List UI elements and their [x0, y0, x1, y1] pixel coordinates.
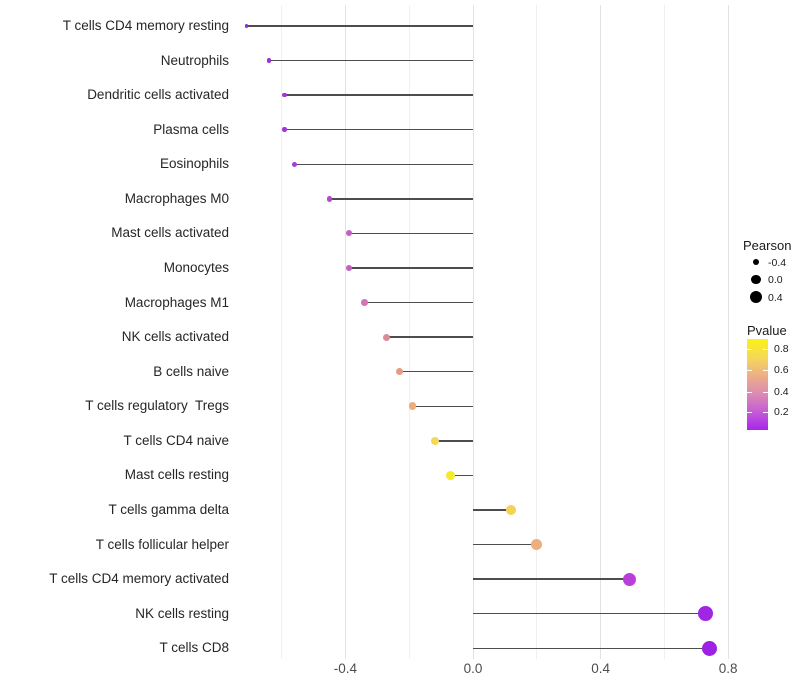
legend-size-dot [752, 258, 760, 266]
legend-size-dot [751, 274, 761, 285]
colorbar-tick-label: 0.8 [774, 343, 789, 355]
y-axis-label: NK cells activated [121, 329, 229, 345]
lollipop-dot [531, 539, 543, 550]
gridline-major--0.4 [344, 5, 346, 659]
legend-size-label: -0.4 [768, 256, 787, 269]
lollipop-dot [266, 58, 271, 63]
lollipop-dot [446, 471, 455, 480]
lollipop-dot [361, 299, 368, 306]
lollipop-dot [698, 606, 714, 622]
lollipop-dot [282, 92, 288, 98]
colorbar-tick-label: 0.4 [774, 385, 789, 398]
lollipop-dot [506, 504, 517, 516]
legend-size-label: 0.4 [768, 291, 783, 304]
y-axis-label: T cells gamma delta [108, 501, 229, 517]
y-axis-label: Macrophages M0 [124, 190, 229, 206]
lollipop-dot [622, 572, 636, 586]
lollipop-dot [430, 436, 439, 445]
legend-size-label: 0.0 [768, 274, 783, 286]
lollipop-stick [284, 94, 473, 96]
colorbar-tick-mark [763, 411, 768, 413]
gridline-minor-0.6 [663, 5, 665, 659]
lollipop-dot [701, 640, 717, 656]
y-axis-label: Macrophages M1 [124, 294, 229, 310]
lollipop-stick [412, 405, 473, 407]
gridline-major-0 [472, 5, 474, 659]
lollipop-dot [383, 333, 391, 341]
y-axis-label: Monocytes [163, 259, 229, 275]
gridline-major-0.4 [600, 5, 602, 659]
x-tick-label: 0.4 [591, 661, 610, 676]
legend-pvalue-title: Pvalue [747, 323, 787, 338]
gridline-minor--0.2 [408, 5, 410, 659]
lollipop-stick [329, 198, 473, 200]
y-axis-label: T cells CD4 memory activated [49, 571, 229, 587]
x-tick-label: 0.8 [718, 661, 738, 676]
lollipop-stick [348, 232, 473, 235]
lollipop-dot [395, 367, 404, 376]
lollipop-dot [345, 230, 352, 237]
x-tick-label: -0.4 [333, 661, 358, 676]
colorbar-tick-label: 0.6 [774, 364, 789, 377]
y-axis-label: T cells CD8 [159, 640, 229, 656]
colorbar-tick-mark [747, 349, 752, 350]
gridline-minor--0.6 [281, 5, 283, 659]
lollipop-dot [408, 402, 417, 411]
lollipop-stick [348, 267, 473, 269]
lollipop-stick [473, 509, 512, 511]
lollipop-stick [399, 371, 473, 373]
lollipop-stick [473, 647, 710, 649]
colorbar-tick-mark [747, 370, 752, 372]
y-axis-label: Mast cells activated [111, 225, 229, 241]
lollipop-dot [291, 161, 297, 167]
lollipop-dot [244, 24, 249, 28]
lollipop-stick [294, 163, 473, 165]
colorbar-tick-mark [763, 391, 768, 393]
lollipop-dot [282, 127, 288, 132]
y-axis-label: Eosinophils [159, 156, 229, 172]
y-axis-label: Plasma cells [153, 121, 229, 137]
legend-size-dot [749, 290, 763, 304]
lollipop-stick [268, 59, 473, 62]
legend-pearson-title: Pearson [743, 238, 792, 253]
colorbar-tick-mark [763, 349, 768, 350]
y-axis-label: T cells CD4 naive [123, 432, 229, 448]
lollipop-stick [284, 129, 473, 131]
lollipop-dot [345, 264, 352, 272]
y-axis-label: T cells regulatory Tregs [85, 398, 229, 414]
y-axis-label: T cells CD4 memory resting [62, 18, 229, 33]
y-axis-label: T cells follicular helper [95, 536, 229, 552]
x-tick-label: 0.0 [463, 661, 483, 676]
y-axis-label: NK cells resting [135, 605, 229, 621]
colorbar-tick-mark [763, 370, 768, 372]
colorbar-tick-label: 0.2 [774, 405, 789, 418]
y-axis-label: Neutrophils [160, 52, 229, 68]
y-axis-label: Dendritic cells activated [87, 87, 229, 103]
lollipop-stick [364, 301, 473, 304]
lollipop-dot [326, 196, 333, 202]
lollipop-stick [473, 543, 537, 546]
lollipop-stick [450, 474, 473, 477]
lollipop-stick [473, 612, 706, 615]
lollipop-stick [473, 578, 630, 580]
colorbar-tick-mark [747, 411, 752, 413]
colorbar-tick-mark [747, 391, 752, 393]
lollipop-stick [246, 25, 473, 27]
pvalue-colorbar [747, 339, 768, 430]
lollipop-stick [386, 336, 473, 338]
lollipop-stick [434, 440, 473, 442]
gridline-major-0.8 [727, 5, 729, 659]
y-axis-label: B cells naive [153, 363, 229, 379]
gridline-minor-0.2 [536, 5, 538, 659]
y-axis-label: Mast cells resting [124, 467, 229, 483]
